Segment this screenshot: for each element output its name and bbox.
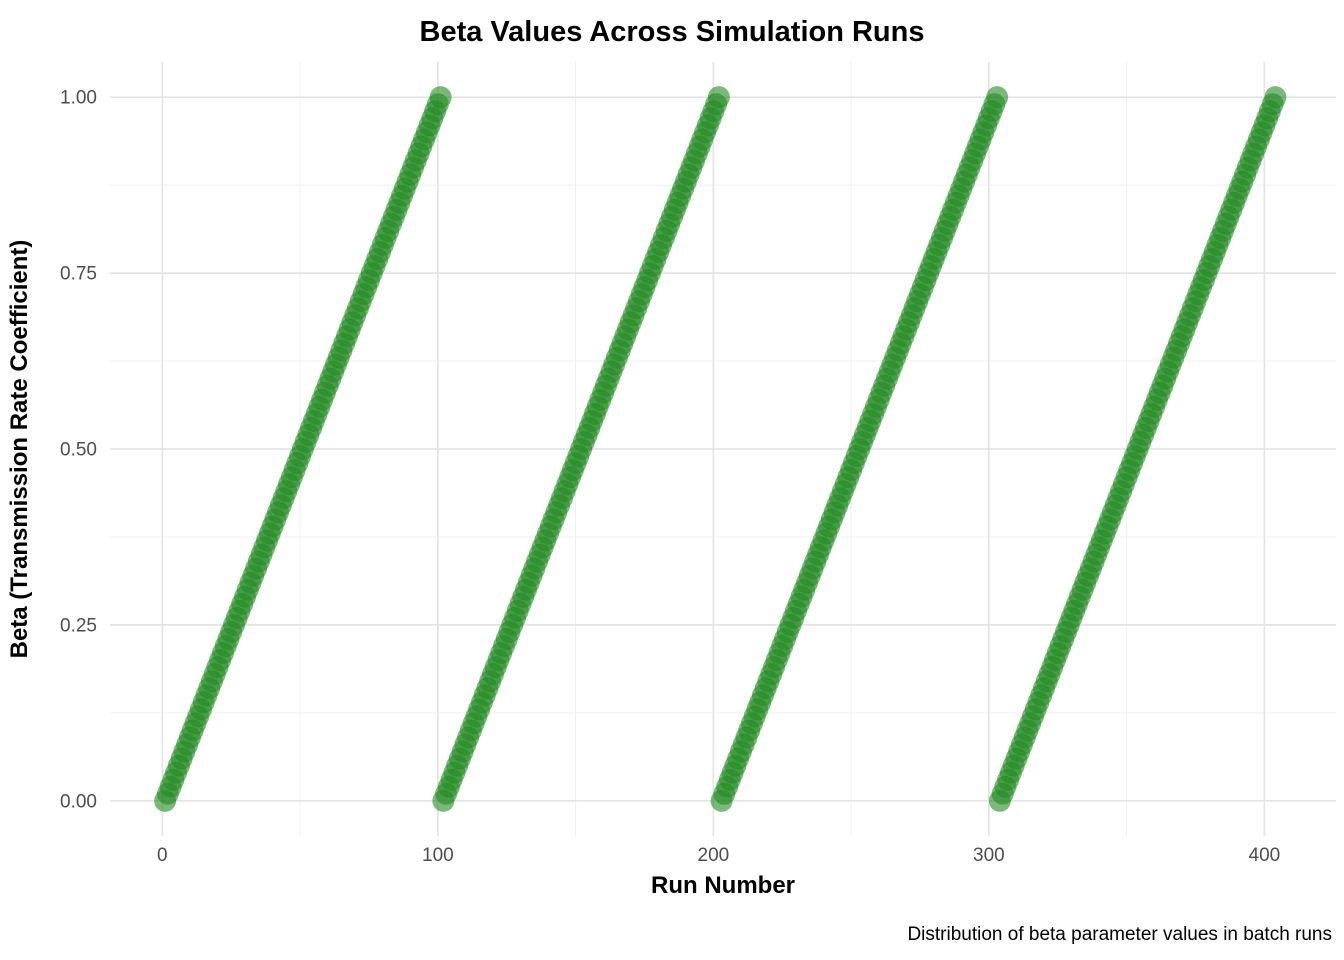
x-axis-tick-labels: 0 100 200 300 400 [157,845,1280,866]
x-tick-label: 200 [698,845,730,866]
y-tick-label: 0.25 [60,615,97,636]
y-tick-label: 0.75 [60,264,97,285]
chart-caption: Distribution of beta parameter values in… [907,924,1332,945]
data-point [707,86,730,109]
data-point [429,86,452,109]
x-axis-title: Run Number [651,872,795,899]
data-point [986,86,1009,109]
x-tick-label: 300 [973,845,1005,866]
x-tick-label: 0 [157,845,168,866]
scatter-points [154,86,1287,812]
y-axis-tick-labels: 0.00 0.25 0.50 0.75 1.00 [60,88,97,813]
x-tick-label: 100 [422,845,454,866]
y-tick-label: 0.00 [60,791,97,812]
y-axis-title: Beta (Transmission Rate Coefficient) [6,240,33,659]
x-tick-label: 400 [1249,845,1281,866]
y-tick-label: 0.50 [60,440,97,461]
data-point [1264,86,1287,109]
y-tick-label: 1.00 [60,88,97,109]
chart-title: Beta Values Across Simulation Runs [420,16,925,48]
